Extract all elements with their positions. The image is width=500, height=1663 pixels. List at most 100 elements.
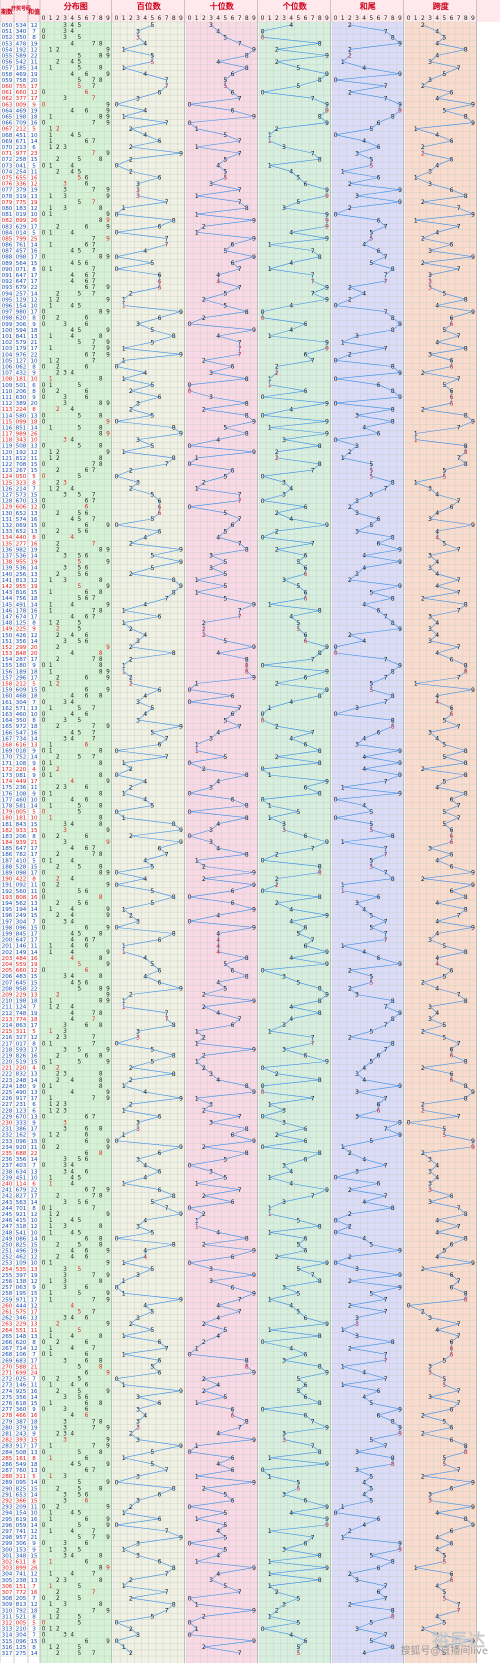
distribution-mark: 2: [56, 1431, 60, 1437]
trend-value-mark: 7: [165, 1589, 169, 1596]
distribution-mark: 8: [99, 1078, 103, 1084]
distribution-mark: 9: [106, 401, 110, 407]
trend-value-mark: 5: [369, 827, 373, 834]
trend-value-mark: 7: [457, 223, 461, 230]
sum-cell: 8: [32, 35, 36, 41]
trend-value-mark: 6: [304, 1053, 308, 1060]
distribution-mark: 0: [42, 322, 46, 328]
period-cell: 233: [2, 1139, 13, 1145]
period-cell: 259: [2, 1297, 13, 1303]
period-cell: 106: [2, 364, 13, 370]
period-cell: 115: [2, 419, 13, 425]
trend-value-mark: 7: [165, 754, 169, 761]
trend-value-mark: 5: [369, 1059, 373, 1066]
distribution-mark: 1: [49, 358, 53, 364]
distribution-mark: 0: [42, 1352, 46, 1358]
distribution-mark: 3: [63, 1407, 67, 1413]
trend-value-mark: 0: [115, 102, 119, 109]
distribution-mark: 9: [106, 913, 110, 919]
trend-value-mark: 8: [245, 547, 249, 554]
period-cell: 238: [2, 1169, 13, 1175]
trend-value-mark: 9: [398, 41, 402, 48]
trend-value-mark: 5: [369, 260, 373, 267]
trend-value-mark: 2: [129, 1595, 133, 1602]
trend-value-mark: 1: [414, 217, 418, 224]
trend-value-mark: 8: [464, 1095, 468, 1102]
sum-cell: 13: [30, 1334, 38, 1340]
trend-value-mark: 8: [172, 577, 176, 584]
distribution-mark: 8: [99, 1127, 103, 1133]
sum-cell: 17: [30, 657, 38, 663]
trend-value-mark: 0: [188, 1504, 192, 1511]
period-cell: 171: [2, 761, 13, 767]
distribution-mark: 9: [106, 328, 110, 334]
period-cell: 200: [2, 938, 13, 944]
distribution-mark: 3: [63, 1273, 67, 1279]
trend-value-mark: 3: [355, 498, 359, 505]
trend-value-mark: 1: [341, 1504, 345, 1511]
sum-cell: 8: [32, 1340, 36, 1346]
distribution-mark: 4: [70, 1230, 74, 1236]
trend-value-mark: 5: [442, 1357, 446, 1364]
distribution-mark: 6: [85, 968, 89, 974]
distribution-mark: 5: [77, 1596, 81, 1602]
distribution-mark: 2: [56, 1590, 60, 1596]
distribution-mark: 5: [77, 133, 81, 139]
trend-value-mark: 4: [143, 108, 147, 115]
draw-cell: 899: [16, 218, 27, 224]
header-digit: 7: [92, 15, 96, 22]
period-cell: 137: [2, 553, 13, 559]
sum-cell: 14: [30, 243, 38, 249]
trend-value-mark: 2: [421, 1065, 425, 1072]
trend-value-mark: 9: [325, 961, 329, 968]
sum-cell: 8: [32, 535, 36, 541]
trend-value-mark: 7: [238, 284, 242, 291]
trend-value-mark: 8: [391, 419, 395, 426]
sum-cell: 18: [30, 694, 38, 700]
period-cell: 084: [2, 230, 13, 236]
trend-value-mark: 4: [435, 1547, 439, 1554]
distribution-mark: 2: [56, 541, 60, 547]
sum-cell: 15: [30, 590, 38, 596]
draw-cell: 547: [16, 730, 27, 736]
period-cell: 062: [2, 96, 13, 102]
period-cell: 147: [2, 614, 13, 620]
trend-value-mark: 9: [252, 1248, 256, 1255]
distribution-mark: 4: [70, 29, 74, 35]
trend-value-mark: 4: [362, 291, 366, 298]
distribution-mark: 8: [99, 1023, 103, 1029]
distribution-mark: 0: [42, 230, 46, 236]
draw-cell: 812: [16, 456, 27, 462]
distribution-mark: 0: [42, 718, 46, 724]
distribution-mark: 3: [63, 1358, 67, 1364]
distribution-mark: 9: [106, 724, 110, 730]
period-cell: 214: [2, 1023, 13, 1029]
trend-value-mark: 3: [282, 1120, 286, 1127]
distribution-mark: 5: [77, 1547, 81, 1553]
draw-cell: 041: [16, 163, 27, 169]
period-cell: 249: [2, 1236, 13, 1242]
draw-cell: 267: [16, 468, 27, 474]
sum-cell: 14: [30, 1078, 38, 1084]
trend-value-mark: 8: [245, 1150, 249, 1157]
distribution-mark: 5: [77, 980, 81, 986]
sum-cell: 8: [32, 364, 36, 370]
distribution-mark: 4: [70, 913, 74, 919]
period-cell: 309: [2, 1602, 13, 1608]
trend-value-mark: 3: [209, 553, 213, 560]
sum-cell: 17: [30, 310, 38, 316]
trend-value-mark: 5: [442, 809, 446, 816]
header-digit: 4: [289, 15, 293, 22]
draw-cell: 989: [16, 432, 27, 438]
distribution-mark: 1: [49, 773, 53, 779]
distribution-mark: 0: [42, 267, 46, 273]
draw-cell: 212: [16, 127, 27, 133]
draw-cell: 563: [16, 1200, 27, 1206]
trend-value-mark: 8: [464, 790, 468, 797]
trend-value-mark: 1: [268, 1614, 272, 1621]
sum-cell: 17: [30, 779, 38, 785]
distribution-mark: 1: [49, 127, 53, 133]
draw-cell: 843: [16, 822, 27, 828]
draw-cell: 356: [16, 1157, 27, 1163]
distribution-mark: 4: [70, 1017, 74, 1023]
